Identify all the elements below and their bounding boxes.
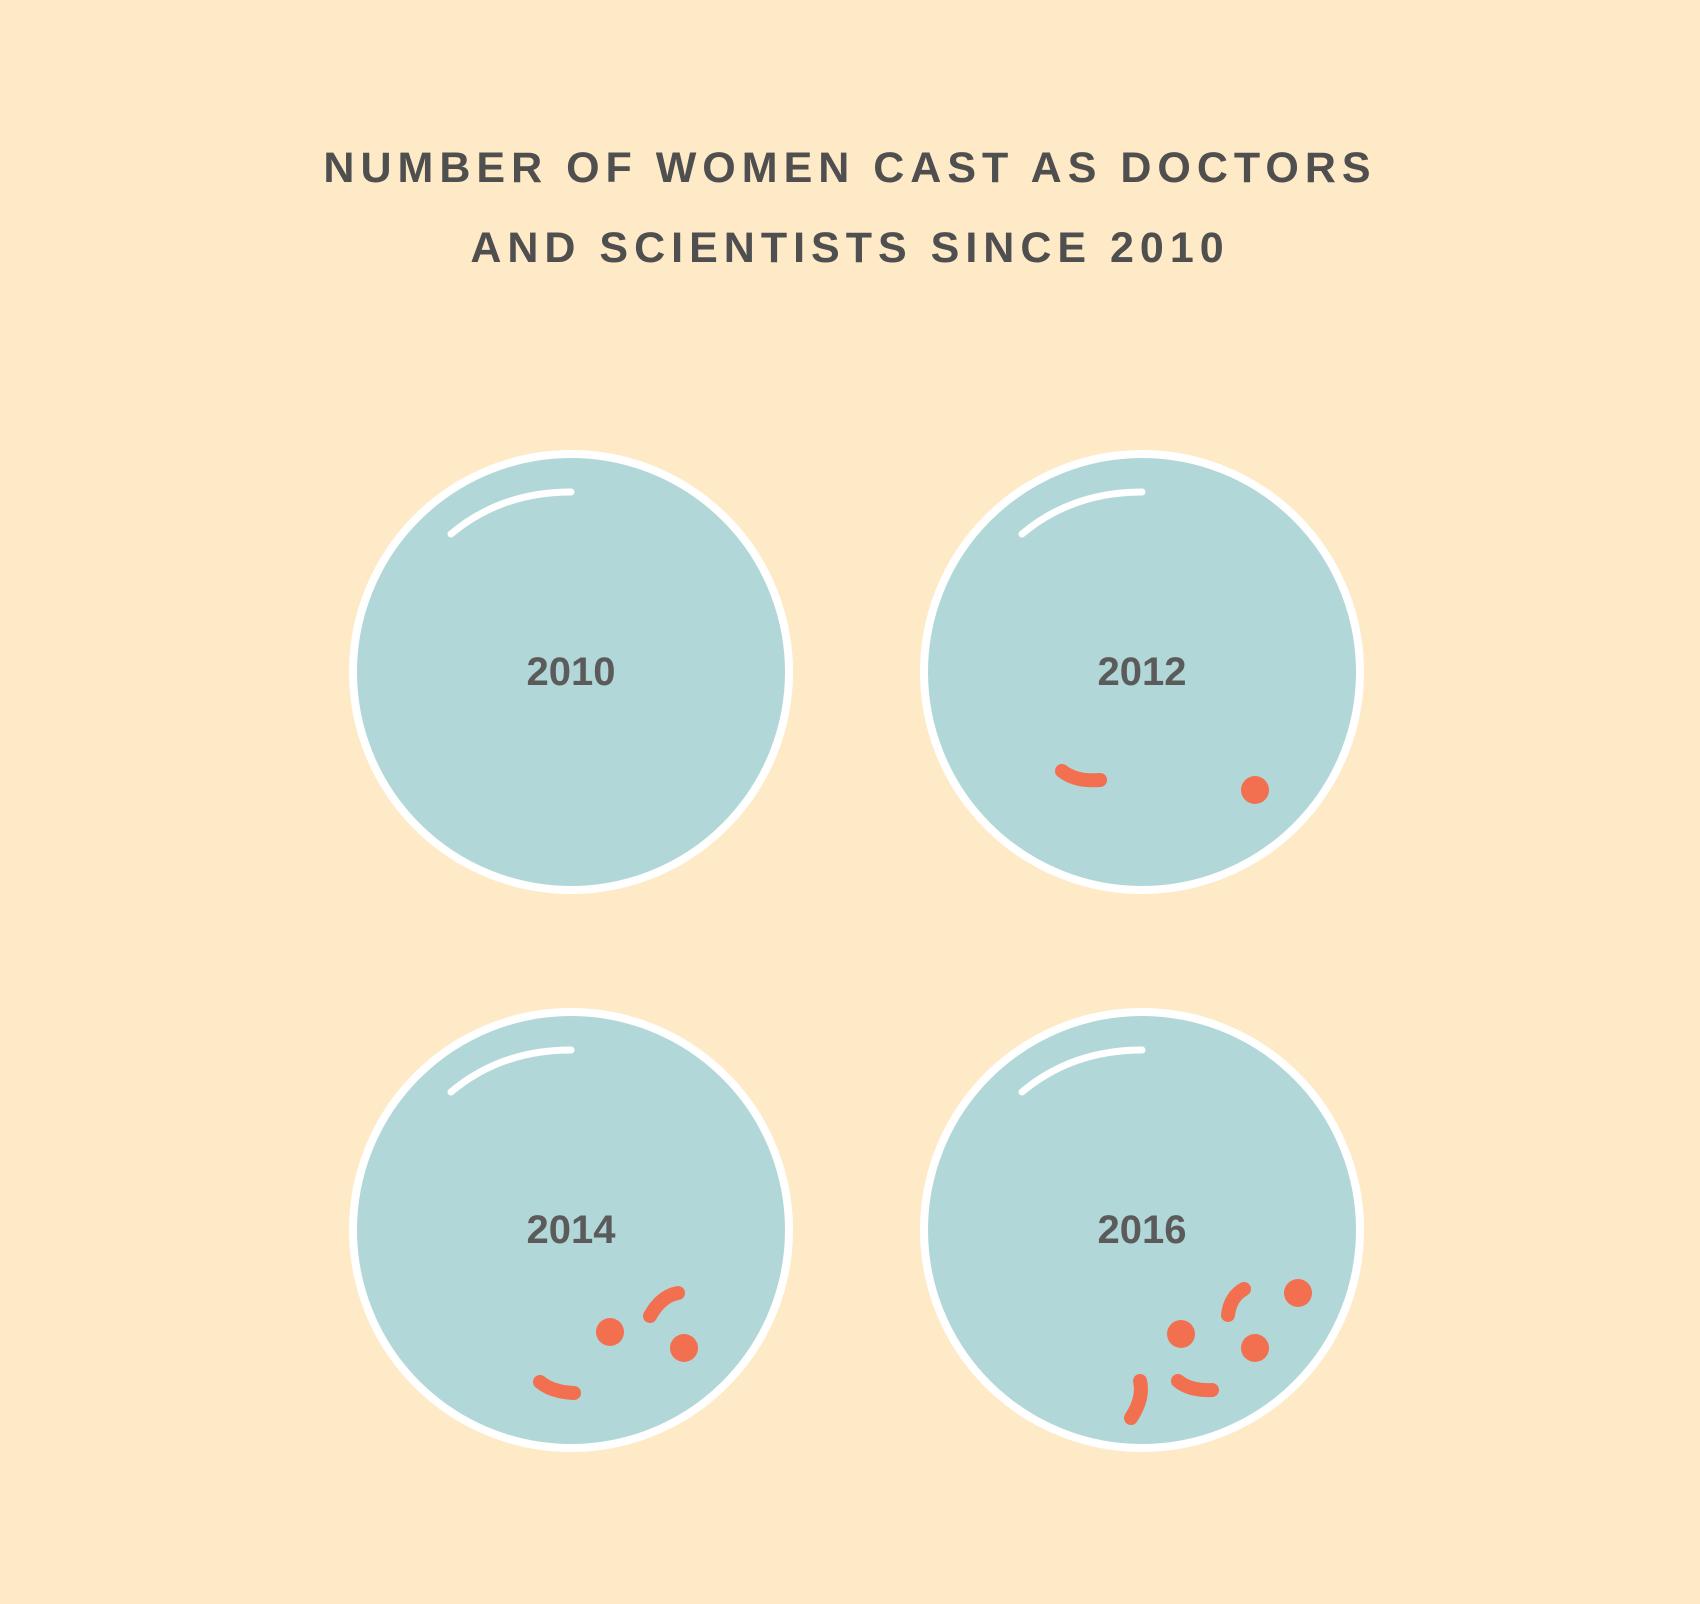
year-label-2010: 2010 <box>527 650 616 694</box>
year-label-2014: 2014 <box>527 1208 617 1252</box>
organism-mark <box>643 1286 685 1323</box>
dish-body <box>349 450 793 894</box>
organism-mark <box>1055 764 1107 788</box>
year-label-2016: 2016 <box>1098 1208 1187 1252</box>
petri-dish-2014: 2014 <box>349 1008 793 1452</box>
dish-highlight <box>447 488 575 538</box>
organism-mark <box>670 1334 698 1362</box>
chart-title: NUMBER OF WOMEN CAST AS DOCTORS AND SCIE… <box>0 128 1700 288</box>
organism-mark <box>1284 1279 1312 1307</box>
petri-dish-2012: 2012 <box>920 450 1364 894</box>
year-label-2012: 2012 <box>1098 650 1187 694</box>
petri-dish-2010: 2010 <box>349 450 793 894</box>
chart-title-line-2: AND SCIENTISTS SINCE 2010 <box>470 224 1230 272</box>
dish-highlight <box>447 1046 575 1096</box>
organism-mark <box>1171 1374 1219 1398</box>
organism-mark <box>533 1375 581 1400</box>
organism-mark <box>1221 1282 1251 1322</box>
organism-mark <box>596 1318 624 1346</box>
petri-dish-2016: 2016 <box>920 1008 1364 1452</box>
dish-highlight <box>1018 488 1146 538</box>
chart-title-line-1: NUMBER OF WOMEN CAST AS DOCTORS <box>323 144 1377 192</box>
organism-mark <box>1241 776 1269 804</box>
organism-mark <box>1241 1334 1269 1362</box>
organism-mark <box>1124 1374 1148 1425</box>
organism-mark <box>1167 1320 1195 1348</box>
dish-highlight <box>1018 1046 1146 1096</box>
